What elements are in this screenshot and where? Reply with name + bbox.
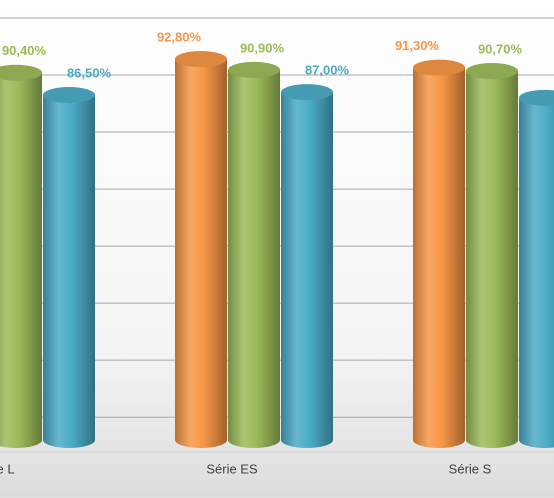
bar-top	[281, 84, 333, 101]
bar-top	[466, 63, 518, 80]
value-label: 90,40%	[2, 43, 47, 58]
value-label: 91,30%	[395, 38, 440, 53]
x-tick-label: Série ES	[206, 461, 258, 476]
bar-top	[228, 61, 280, 78]
bar	[0, 72, 42, 448]
bar	[175, 59, 227, 448]
value-label: 92,80%	[157, 29, 202, 44]
x-tick-label: Série L	[0, 461, 15, 476]
bar	[413, 67, 465, 448]
bar	[519, 97, 554, 448]
value-label: 87,00%	[305, 63, 350, 78]
value-label: 90,90%	[240, 40, 285, 55]
bar-top	[519, 89, 554, 106]
bar	[466, 71, 518, 449]
bar-top	[43, 86, 95, 103]
bar	[43, 94, 95, 449]
bar-top	[175, 51, 227, 68]
value-label: 90,70%	[478, 41, 523, 56]
bar	[281, 92, 333, 448]
value-label: 86,50%	[67, 65, 112, 80]
bar	[228, 69, 280, 448]
x-tick-label: Série S	[449, 461, 492, 476]
bar-top	[0, 64, 42, 81]
bar-top	[413, 59, 465, 76]
